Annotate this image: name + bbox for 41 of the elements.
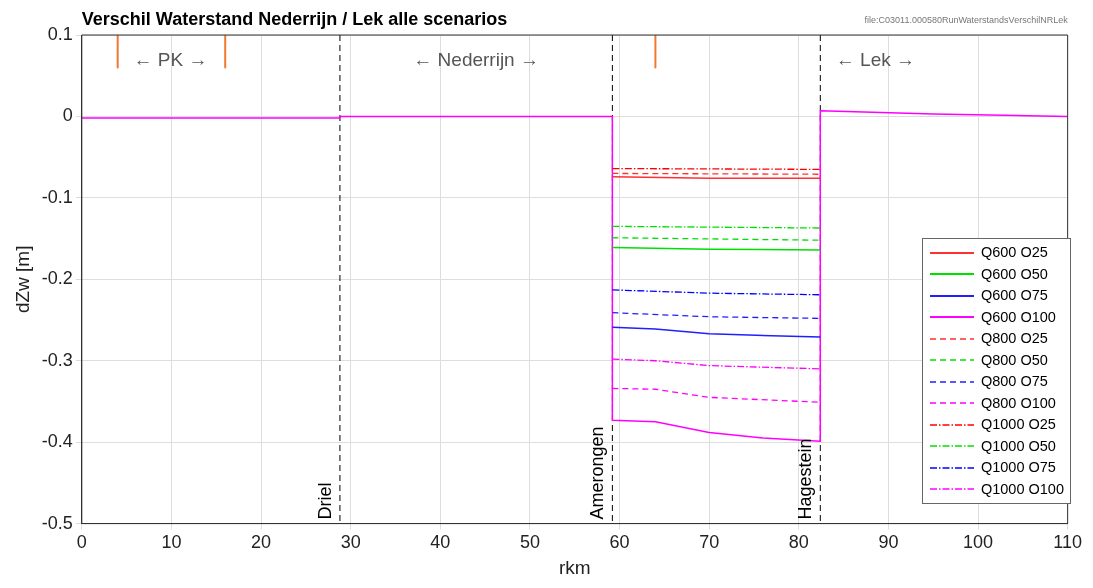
x-tick-label: 50	[519, 532, 540, 553]
y-tick-label: 0	[62, 105, 73, 126]
x-tick-label: 100	[963, 532, 994, 553]
ref-line-label: Amerongen	[587, 426, 608, 520]
x-tick-label: 40	[430, 532, 451, 553]
annotation: ← Nederrijn →	[413, 49, 539, 71]
legend-label: Q600 O50	[980, 264, 1048, 284]
annotation: ← Lek →	[835, 49, 916, 71]
annotation: ← PK →	[133, 49, 208, 71]
y-tick-label: -0.3	[41, 349, 73, 370]
y-tick-label: 0.1	[47, 23, 73, 44]
x-tick-label: 60	[609, 532, 630, 553]
legend-label: Q800 O75	[980, 372, 1048, 391]
text: file:C03011.000580RunWaterstandsVerschilNRLek	[864, 14, 1069, 25]
x-tick-label: 70	[699, 532, 720, 553]
x-axis-title: rkm	[558, 556, 591, 578]
x-tick-label: 110	[1053, 532, 1082, 553]
ref-line-label: Hagestein	[795, 438, 816, 520]
legend-label: Q600 O25	[980, 243, 1048, 262]
chart-title: Verschil Waterstand Nederrijn / Lek alle scenarios	[81, 8, 508, 29]
x-tick-label: 10	[161, 532, 182, 553]
legend-label: Q1000 O25	[980, 415, 1056, 434]
legend-label: Q600 O100	[980, 307, 1056, 327]
x-tick-label: 30	[340, 532, 361, 553]
legend-label: Q800 O50	[980, 350, 1048, 370]
legend-label: Q1000 O100	[980, 479, 1064, 499]
legend-label: Q600 O75	[980, 286, 1048, 305]
x-tick-label: 20	[251, 532, 272, 553]
ref-line-label: Driel	[314, 482, 335, 520]
legend-label: Q1000 O50	[980, 436, 1056, 456]
y-tick-label: -0.2	[41, 268, 73, 289]
y-tick-label: -0.4	[41, 431, 73, 452]
legend-label: Q800 O100	[980, 393, 1056, 413]
legend-label: Q1000 O75	[980, 458, 1056, 477]
x-tick-label: 90	[878, 532, 899, 553]
legend-label: Q800 O25	[980, 329, 1048, 348]
y-axis-title: dZw [m]	[11, 245, 33, 314]
y-tick-label: -0.1	[41, 186, 73, 207]
x-tick-label: 0	[76, 532, 87, 553]
x-tick-label: 80	[788, 532, 809, 553]
y-tick-label: -0.5	[41, 512, 73, 533]
